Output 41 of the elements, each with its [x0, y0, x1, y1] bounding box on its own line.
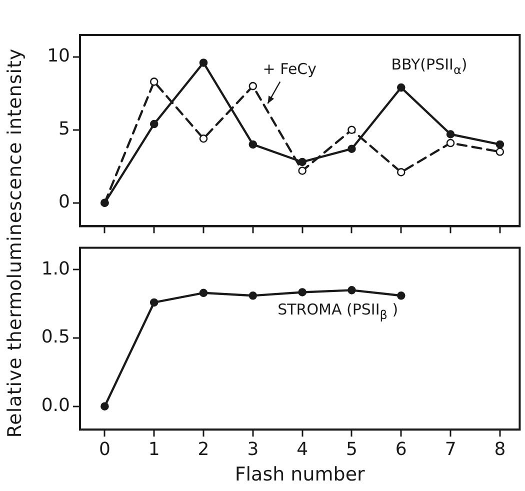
point — [150, 120, 158, 128]
series-label: + FeCy — [262, 60, 317, 78]
point — [446, 138, 455, 148]
point — [298, 166, 306, 175]
point — [496, 140, 504, 149]
point — [199, 58, 208, 67]
x-axis-title: Flash number — [234, 464, 366, 486]
y-axis-title: Relative thermoluminescence intensity — [4, 47, 26, 440]
point — [100, 402, 109, 411]
y-tick-label: 1.0 — [41, 258, 70, 280]
point — [348, 286, 356, 294]
x-tick-label: 0 — [98, 439, 110, 460]
point — [496, 148, 504, 156]
y-tick-label: 0.5 — [41, 326, 70, 348]
point — [150, 298, 158, 307]
y-tick-label: 5 — [58, 118, 70, 140]
point — [248, 291, 258, 300]
point — [248, 140, 258, 149]
x-tick-label: 5 — [346, 439, 358, 460]
point — [298, 288, 306, 296]
point — [199, 134, 208, 143]
x-tick-label: 6 — [395, 439, 407, 460]
point — [348, 126, 356, 134]
point — [199, 288, 208, 298]
point — [248, 82, 258, 90]
x-tick-label: 7 — [444, 439, 456, 460]
x-tick-label: 8 — [494, 439, 506, 460]
point — [150, 78, 158, 86]
y-tick-label: 0 — [58, 192, 70, 213]
y-tick-label: 0.0 — [41, 395, 70, 416]
x-tick-label: 4 — [296, 439, 308, 460]
y-tick-label: 10 — [47, 46, 70, 67]
point — [396, 168, 406, 176]
x-tick-label: 1 — [148, 439, 160, 460]
point — [396, 83, 406, 92]
x-tick-label: 3 — [247, 439, 259, 460]
point — [446, 130, 455, 138]
point — [396, 291, 406, 300]
x-tick-label: 2 — [198, 439, 210, 460]
point — [298, 158, 306, 166]
point — [348, 144, 356, 153]
